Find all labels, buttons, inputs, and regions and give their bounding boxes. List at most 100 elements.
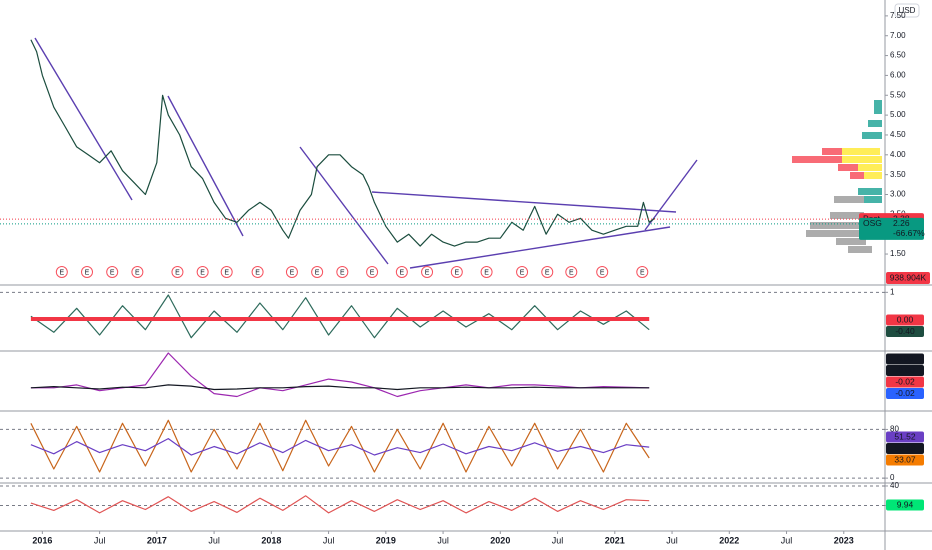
series-line xyxy=(30,294,650,339)
event-label: E xyxy=(484,269,489,276)
price-badge-value: 2.26 xyxy=(893,218,910,228)
value-badge-text: 0.00 xyxy=(897,353,914,363)
event-label: E xyxy=(600,269,605,276)
event-label: E xyxy=(200,269,205,276)
event-label: E xyxy=(85,269,90,276)
price-badge-name: OSG xyxy=(863,218,882,228)
y-tick-label: 3.00 xyxy=(890,190,906,199)
event-marker xyxy=(171,266,184,278)
y-tick-label: 4.00 xyxy=(890,150,906,159)
event-marker xyxy=(106,266,119,278)
x-tick-label: Jul xyxy=(94,535,106,545)
x-tick-label: 2016 xyxy=(32,535,52,545)
event-marker xyxy=(366,266,379,278)
currency-label: USD xyxy=(899,6,916,15)
event-marker xyxy=(421,266,434,278)
x-tick-label: 2018 xyxy=(261,535,281,545)
value-badge xyxy=(886,431,924,443)
y-tick-label: 40 xyxy=(890,481,899,490)
event-label: E xyxy=(370,269,375,276)
value-badge xyxy=(886,326,924,337)
value-badge-text: -0.00 xyxy=(895,365,915,375)
y-tick-label: 0 xyxy=(890,473,895,482)
event-label: E xyxy=(135,269,140,276)
x-tick-label: 2017 xyxy=(147,535,167,545)
event-label: E xyxy=(224,269,229,276)
event-label: E xyxy=(110,269,115,276)
event-label: E xyxy=(340,269,345,276)
value-badge-text: 51.52 xyxy=(894,431,916,441)
value-badge-text: -0.02 xyxy=(895,376,915,386)
event-label: E xyxy=(569,269,574,276)
event-marker xyxy=(336,266,349,278)
y-tick-label: 80 xyxy=(890,425,899,434)
volume-badge xyxy=(886,272,930,284)
y-tick-label: 6.50 xyxy=(890,51,906,60)
series-line xyxy=(30,352,650,398)
series-line xyxy=(30,384,650,391)
y-tick-label: 1 xyxy=(890,287,895,296)
event-label: E xyxy=(175,269,180,276)
x-tick-label: Jul xyxy=(552,535,564,545)
x-tick-label: Jul xyxy=(781,535,793,545)
series-line xyxy=(30,39,656,247)
x-tick-label: 2023 xyxy=(834,535,854,545)
event-label: E xyxy=(425,269,430,276)
event-marker xyxy=(596,266,609,278)
event-marker xyxy=(196,266,209,278)
value-badge-text: -0.02 xyxy=(895,388,915,398)
event-marker xyxy=(55,266,68,278)
y-tick-label: 5.50 xyxy=(890,90,906,99)
x-tick-label: 2022 xyxy=(719,535,739,545)
event-marker xyxy=(541,266,554,278)
event-marker xyxy=(395,266,408,278)
event-marker xyxy=(480,266,493,278)
y-tick-label: 7.00 xyxy=(890,31,906,40)
event-label: E xyxy=(454,269,459,276)
x-tick-label: Jul xyxy=(323,535,335,545)
y-tick-label: 4.50 xyxy=(890,130,906,139)
value-badge xyxy=(886,499,924,511)
series-line xyxy=(30,419,650,473)
y-tick-label: 1.50 xyxy=(890,249,906,258)
event-marker xyxy=(285,266,298,278)
value-badge-text: 0.00 xyxy=(897,314,914,324)
x-tick-label: 2020 xyxy=(490,535,510,545)
event-marker xyxy=(220,266,233,278)
event-marker xyxy=(565,266,578,278)
price-badge-change: -66.67% xyxy=(893,228,925,238)
x-tick-label: Jul xyxy=(666,535,678,545)
value-badge xyxy=(886,376,924,388)
series-line xyxy=(30,495,650,514)
x-tick-label: Jul xyxy=(437,535,449,545)
value-badge xyxy=(886,365,924,376)
event-marker xyxy=(636,266,649,278)
event-label: E xyxy=(315,269,320,276)
currency-box xyxy=(894,3,920,18)
event-label: E xyxy=(255,269,260,276)
event-marker xyxy=(131,266,144,278)
event-marker xyxy=(450,266,463,278)
y-tick-label: 6.00 xyxy=(890,71,906,80)
event-marker xyxy=(251,266,264,278)
value-badge xyxy=(886,353,924,365)
event-label: E xyxy=(640,269,645,276)
trend-lines xyxy=(34,37,698,269)
event-label: E xyxy=(545,269,550,276)
price-badge xyxy=(859,217,924,240)
value-badge-text: 50.69 xyxy=(894,443,916,453)
value-badge-text: -0.40 xyxy=(895,326,915,336)
value-badge-text: 33.07 xyxy=(894,454,916,464)
event-label: E xyxy=(520,269,525,276)
series-line xyxy=(30,438,650,456)
x-tick-label: 2021 xyxy=(605,535,625,545)
event-label: E xyxy=(400,269,405,276)
value-badge xyxy=(886,314,924,326)
event-marker xyxy=(81,266,94,278)
y-tick-label: 7.50 xyxy=(890,11,906,20)
value-badge xyxy=(886,454,924,466)
event-label: E xyxy=(59,269,64,276)
value-badge xyxy=(886,443,924,454)
x-tick-label: 2019 xyxy=(376,535,396,545)
